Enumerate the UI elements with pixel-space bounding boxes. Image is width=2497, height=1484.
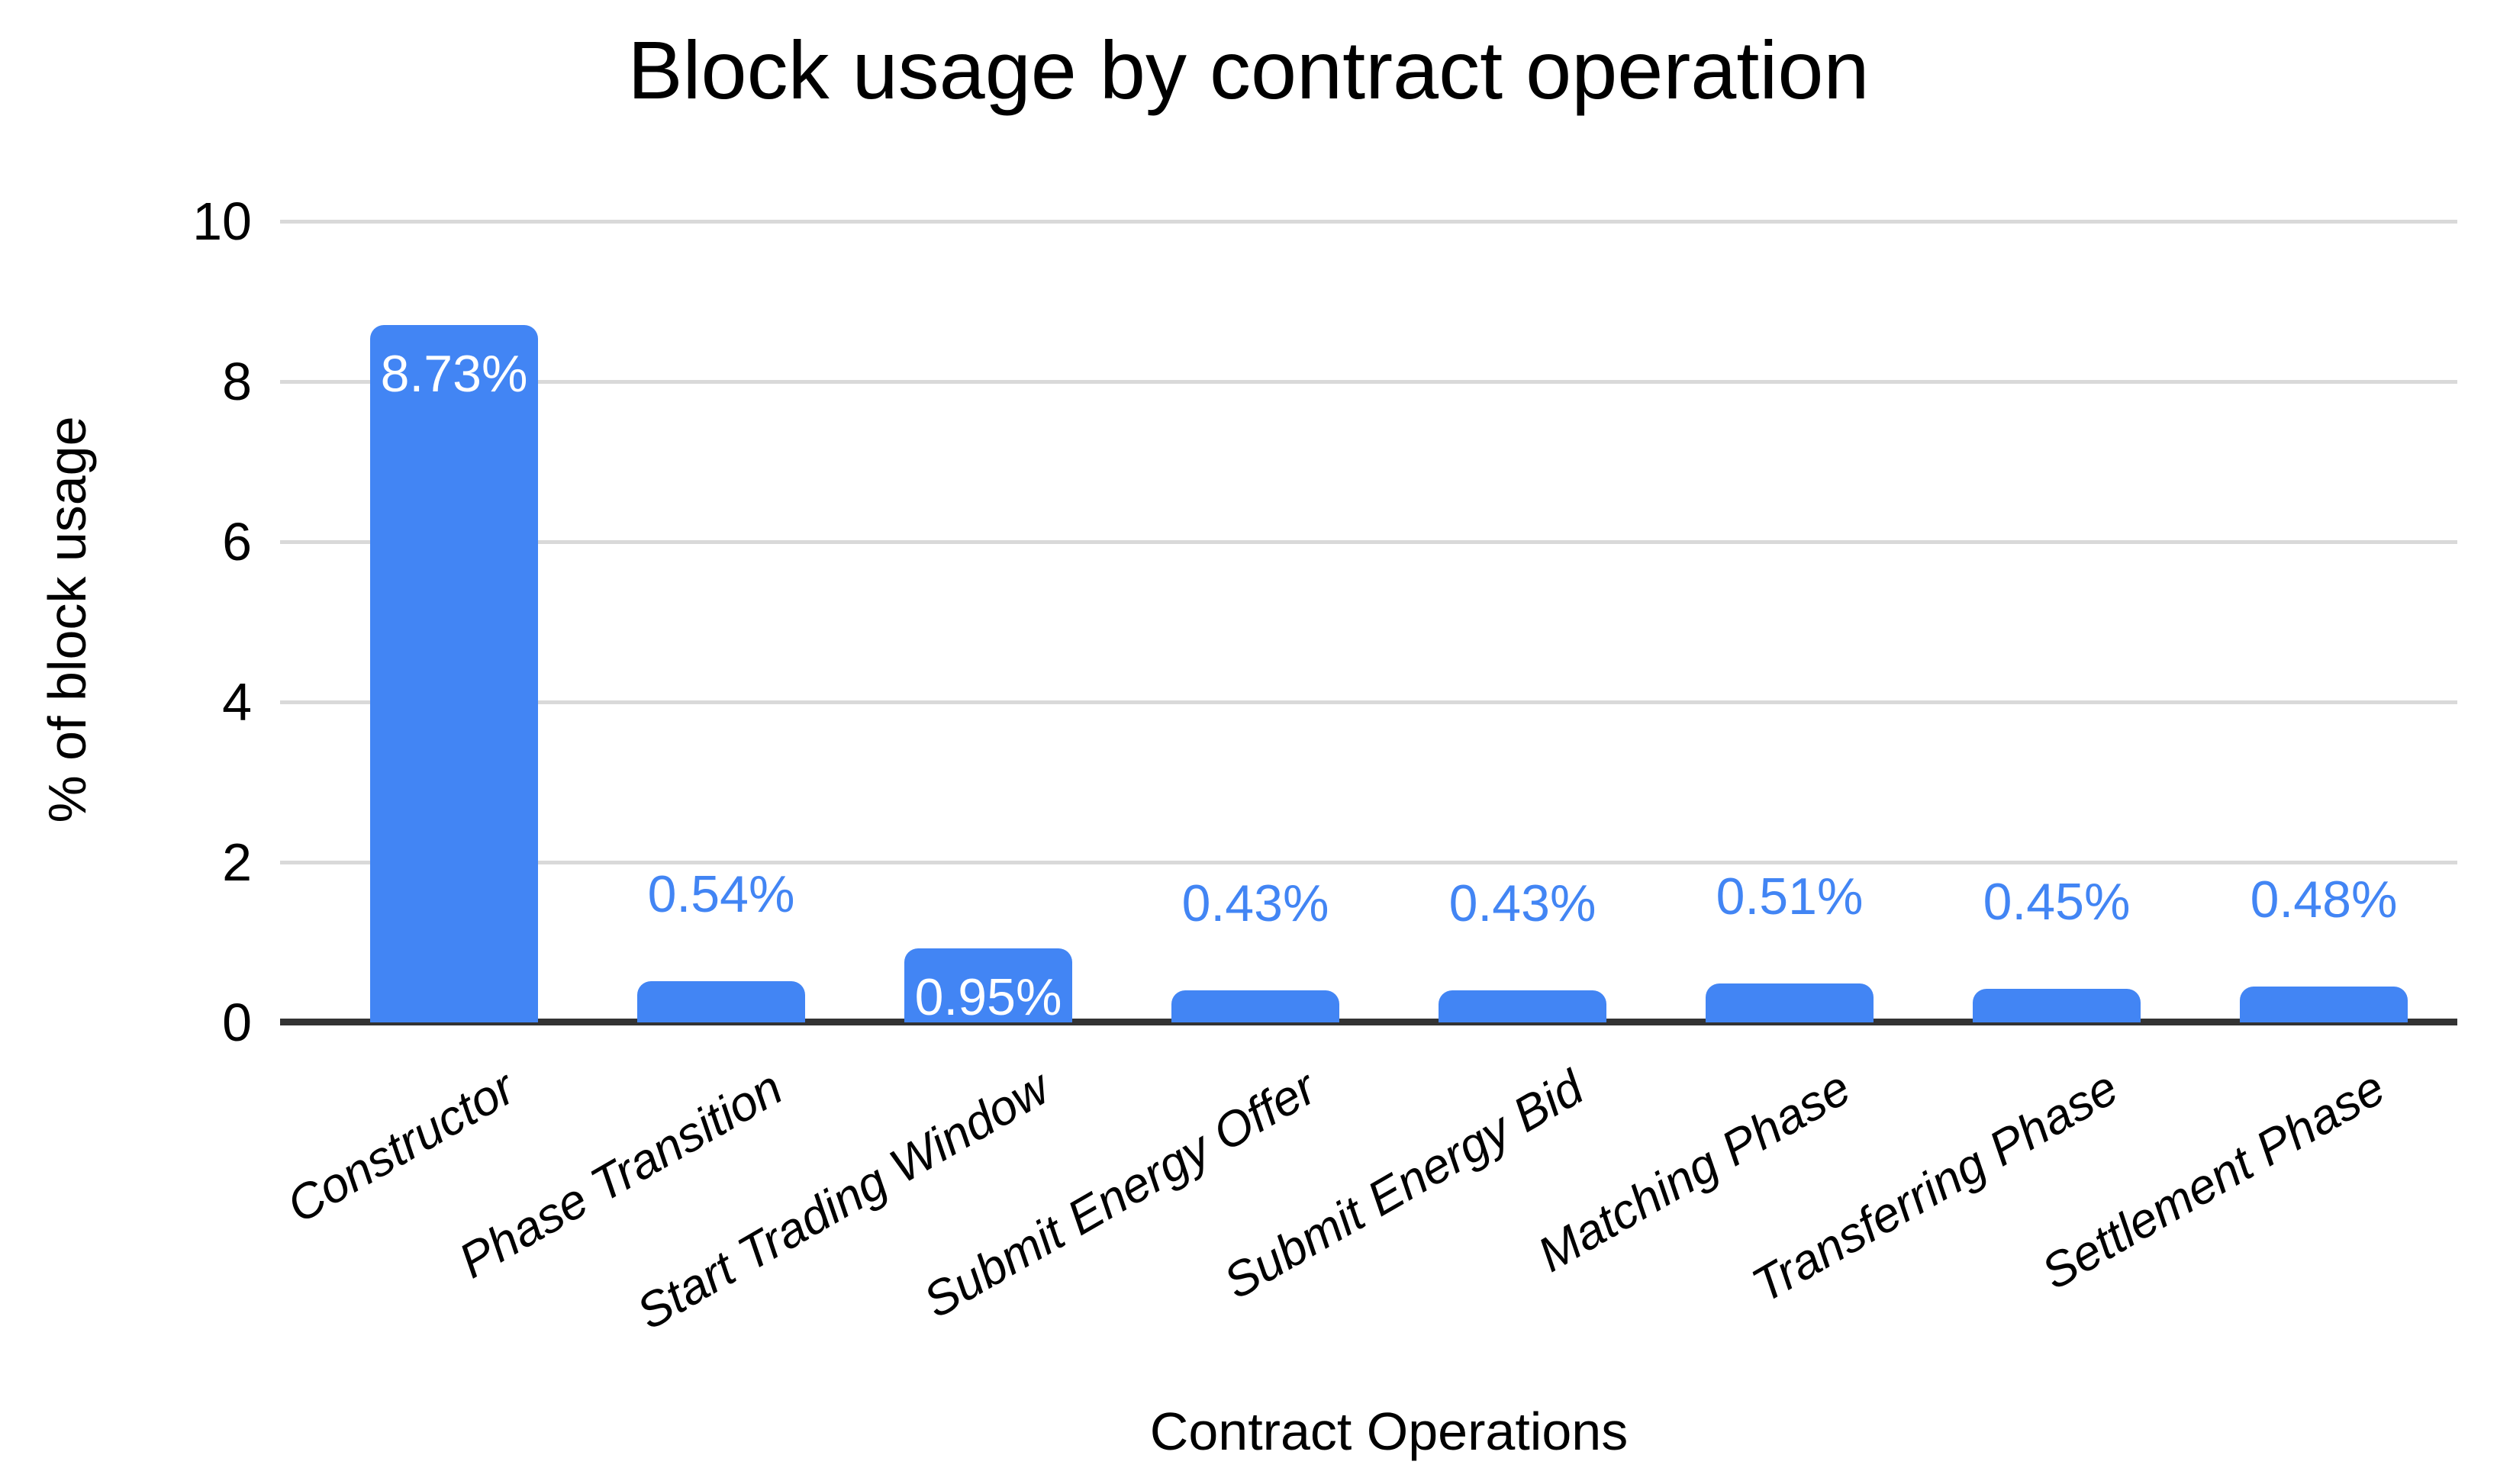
y-axis-title: % of block usage [37, 416, 97, 823]
y-tick-label: 2 [222, 832, 252, 892]
y-tick-label: 8 [222, 352, 252, 411]
bar-value-label: 0.43% [1448, 874, 1596, 932]
bar-value-label: 0.45% [1983, 873, 2131, 931]
chart-title: Block usage by contract operation [627, 24, 1870, 116]
gridline [280, 380, 2457, 384]
bar-value-label: 0.48% [2250, 871, 2398, 929]
gridline [280, 700, 2457, 704]
bar-start-trading-window [904, 948, 1072, 1022]
gridline [280, 540, 2457, 544]
bar-constructor [370, 325, 538, 1022]
bar-value-label: 0.54% [647, 865, 795, 923]
bar-value-label: 0.43% [1181, 874, 1329, 932]
bar-submit-energy-bid [1439, 990, 1606, 1022]
bar-settlement-phase [2240, 987, 2408, 1022]
bar-transferring-phase [1973, 989, 2141, 1022]
x-axis-title: Contract Operations [1149, 1402, 1629, 1461]
y-tick-label: 0 [222, 993, 252, 1052]
y-tick-label: 10 [192, 192, 252, 251]
y-tick-label: 6 [222, 512, 252, 571]
bar-matching-phase [1706, 983, 1874, 1022]
y-tick-label: 4 [222, 672, 252, 732]
bar-value-label: 0.95% [914, 968, 1062, 1026]
gridline [280, 220, 2457, 224]
bar-phase-transition [637, 981, 805, 1022]
x-tick-label: Constructor [278, 1059, 524, 1234]
bar-value-label: 0.51% [1716, 868, 1864, 925]
bar-submit-energy-offer [1171, 990, 1339, 1022]
gridline [280, 861, 2457, 864]
x-axis-line [280, 1019, 2457, 1025]
bar-value-label: 8.73% [380, 345, 528, 403]
